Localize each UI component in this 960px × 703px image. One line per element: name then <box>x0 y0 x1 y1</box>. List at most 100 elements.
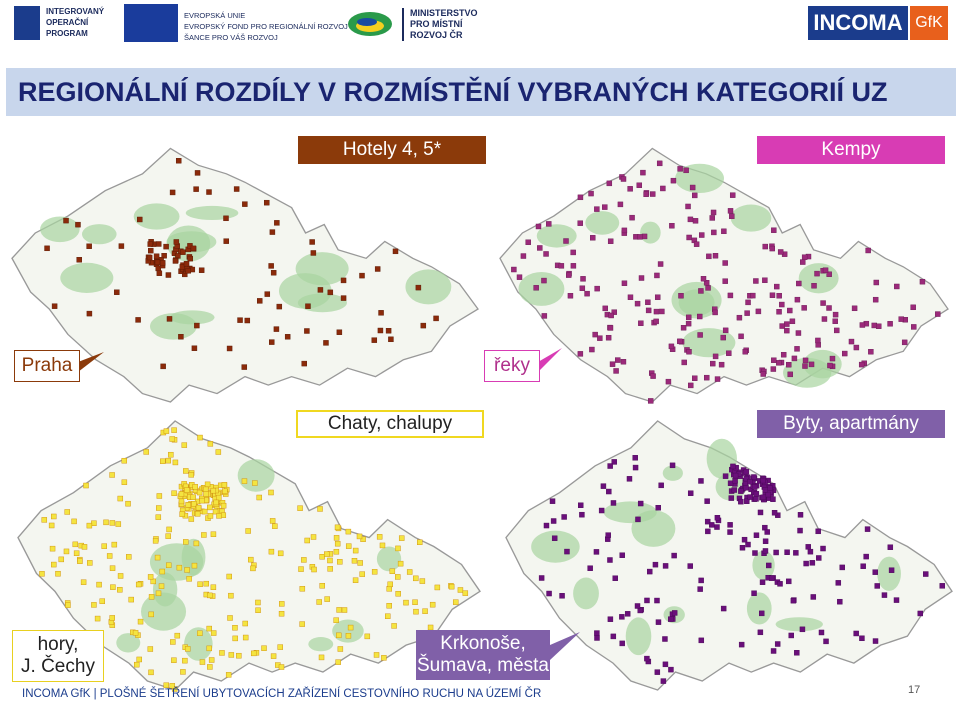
location-marker <box>827 362 833 369</box>
location-marker <box>686 348 692 355</box>
location-marker <box>161 253 167 259</box>
location-marker <box>697 586 703 592</box>
location-marker <box>820 300 826 306</box>
location-marker <box>619 640 625 647</box>
location-marker <box>729 213 735 220</box>
location-marker <box>699 232 705 238</box>
location-marker <box>851 305 858 312</box>
location-marker <box>345 633 352 639</box>
location-marker <box>853 630 859 637</box>
location-marker <box>196 489 203 496</box>
location-marker <box>175 158 182 164</box>
location-marker <box>653 318 659 325</box>
location-marker <box>180 249 186 255</box>
location-marker <box>233 186 240 192</box>
location-marker <box>276 303 283 310</box>
location-marker <box>629 214 635 221</box>
location-marker <box>125 500 131 507</box>
location-marker <box>677 338 683 345</box>
location-marker <box>228 592 234 599</box>
location-marker <box>359 571 365 577</box>
location-marker <box>605 334 612 341</box>
location-marker <box>910 304 916 311</box>
forest <box>536 224 577 248</box>
location-marker <box>893 597 900 603</box>
location-marker <box>337 646 344 652</box>
location-marker <box>341 607 348 613</box>
location-marker <box>546 221 552 227</box>
location-marker <box>387 581 393 588</box>
location-marker <box>810 594 817 600</box>
location-marker <box>81 544 88 550</box>
location-marker <box>137 216 143 223</box>
location-marker <box>577 220 583 226</box>
location-marker <box>171 427 177 433</box>
location-marker <box>160 458 166 464</box>
location-marker <box>660 185 666 192</box>
location-marker <box>559 593 565 599</box>
location-marker <box>577 194 584 201</box>
location-marker <box>751 474 757 480</box>
location-marker <box>570 263 577 269</box>
location-marker <box>681 359 687 366</box>
location-marker <box>537 245 543 251</box>
location-marker <box>811 283 817 289</box>
location-marker <box>791 355 798 362</box>
mmr-logo: MINISTERSTVO PRO MÍSTNÍ ROZVOJ ČR <box>402 8 478 41</box>
location-marker <box>710 209 717 216</box>
location-marker <box>620 359 627 365</box>
location-marker <box>241 478 248 484</box>
location-marker <box>759 610 765 617</box>
location-marker <box>301 557 307 563</box>
location-marker <box>859 635 865 642</box>
location-marker <box>250 565 256 572</box>
location-marker <box>310 534 317 540</box>
location-marker <box>784 321 790 327</box>
location-marker <box>422 608 428 614</box>
location-marker <box>99 598 106 604</box>
location-marker <box>774 641 781 647</box>
location-marker <box>207 664 213 670</box>
location-marker <box>373 652 380 658</box>
location-marker <box>181 442 188 448</box>
location-marker <box>637 234 643 240</box>
eu-logo: EVROPSKÁ UNIE EVROPSKÝ FOND PRO REGIONÁL… <box>184 10 348 43</box>
location-marker <box>650 373 656 379</box>
location-marker <box>722 260 728 266</box>
location-marker <box>203 580 209 587</box>
location-marker <box>389 568 396 574</box>
forest <box>798 263 839 294</box>
location-marker <box>636 182 643 188</box>
location-marker <box>704 518 711 525</box>
location-marker <box>334 524 341 531</box>
location-marker <box>698 478 704 484</box>
location-marker <box>72 541 79 548</box>
location-marker <box>347 624 354 631</box>
location-marker <box>371 569 378 575</box>
country-shape <box>11 147 479 403</box>
location-marker <box>406 569 413 575</box>
location-marker <box>790 597 797 604</box>
location-marker <box>179 511 185 517</box>
location-marker <box>762 548 769 554</box>
location-marker <box>378 310 384 316</box>
location-marker <box>417 539 423 545</box>
location-marker <box>787 307 793 314</box>
location-marker <box>86 310 93 317</box>
location-marker <box>156 493 163 499</box>
forest <box>671 281 722 319</box>
location-marker <box>654 669 661 675</box>
location-marker <box>80 579 87 585</box>
location-marker <box>178 491 185 497</box>
callout-text: Praha <box>21 355 73 376</box>
location-marker <box>759 579 766 585</box>
location-marker <box>327 557 333 564</box>
forest <box>237 459 275 492</box>
location-marker <box>277 644 283 650</box>
location-marker <box>579 511 585 518</box>
location-marker <box>722 278 728 284</box>
location-marker <box>166 316 173 322</box>
location-marker <box>564 548 570 555</box>
location-marker <box>340 295 347 301</box>
location-marker <box>248 556 254 563</box>
